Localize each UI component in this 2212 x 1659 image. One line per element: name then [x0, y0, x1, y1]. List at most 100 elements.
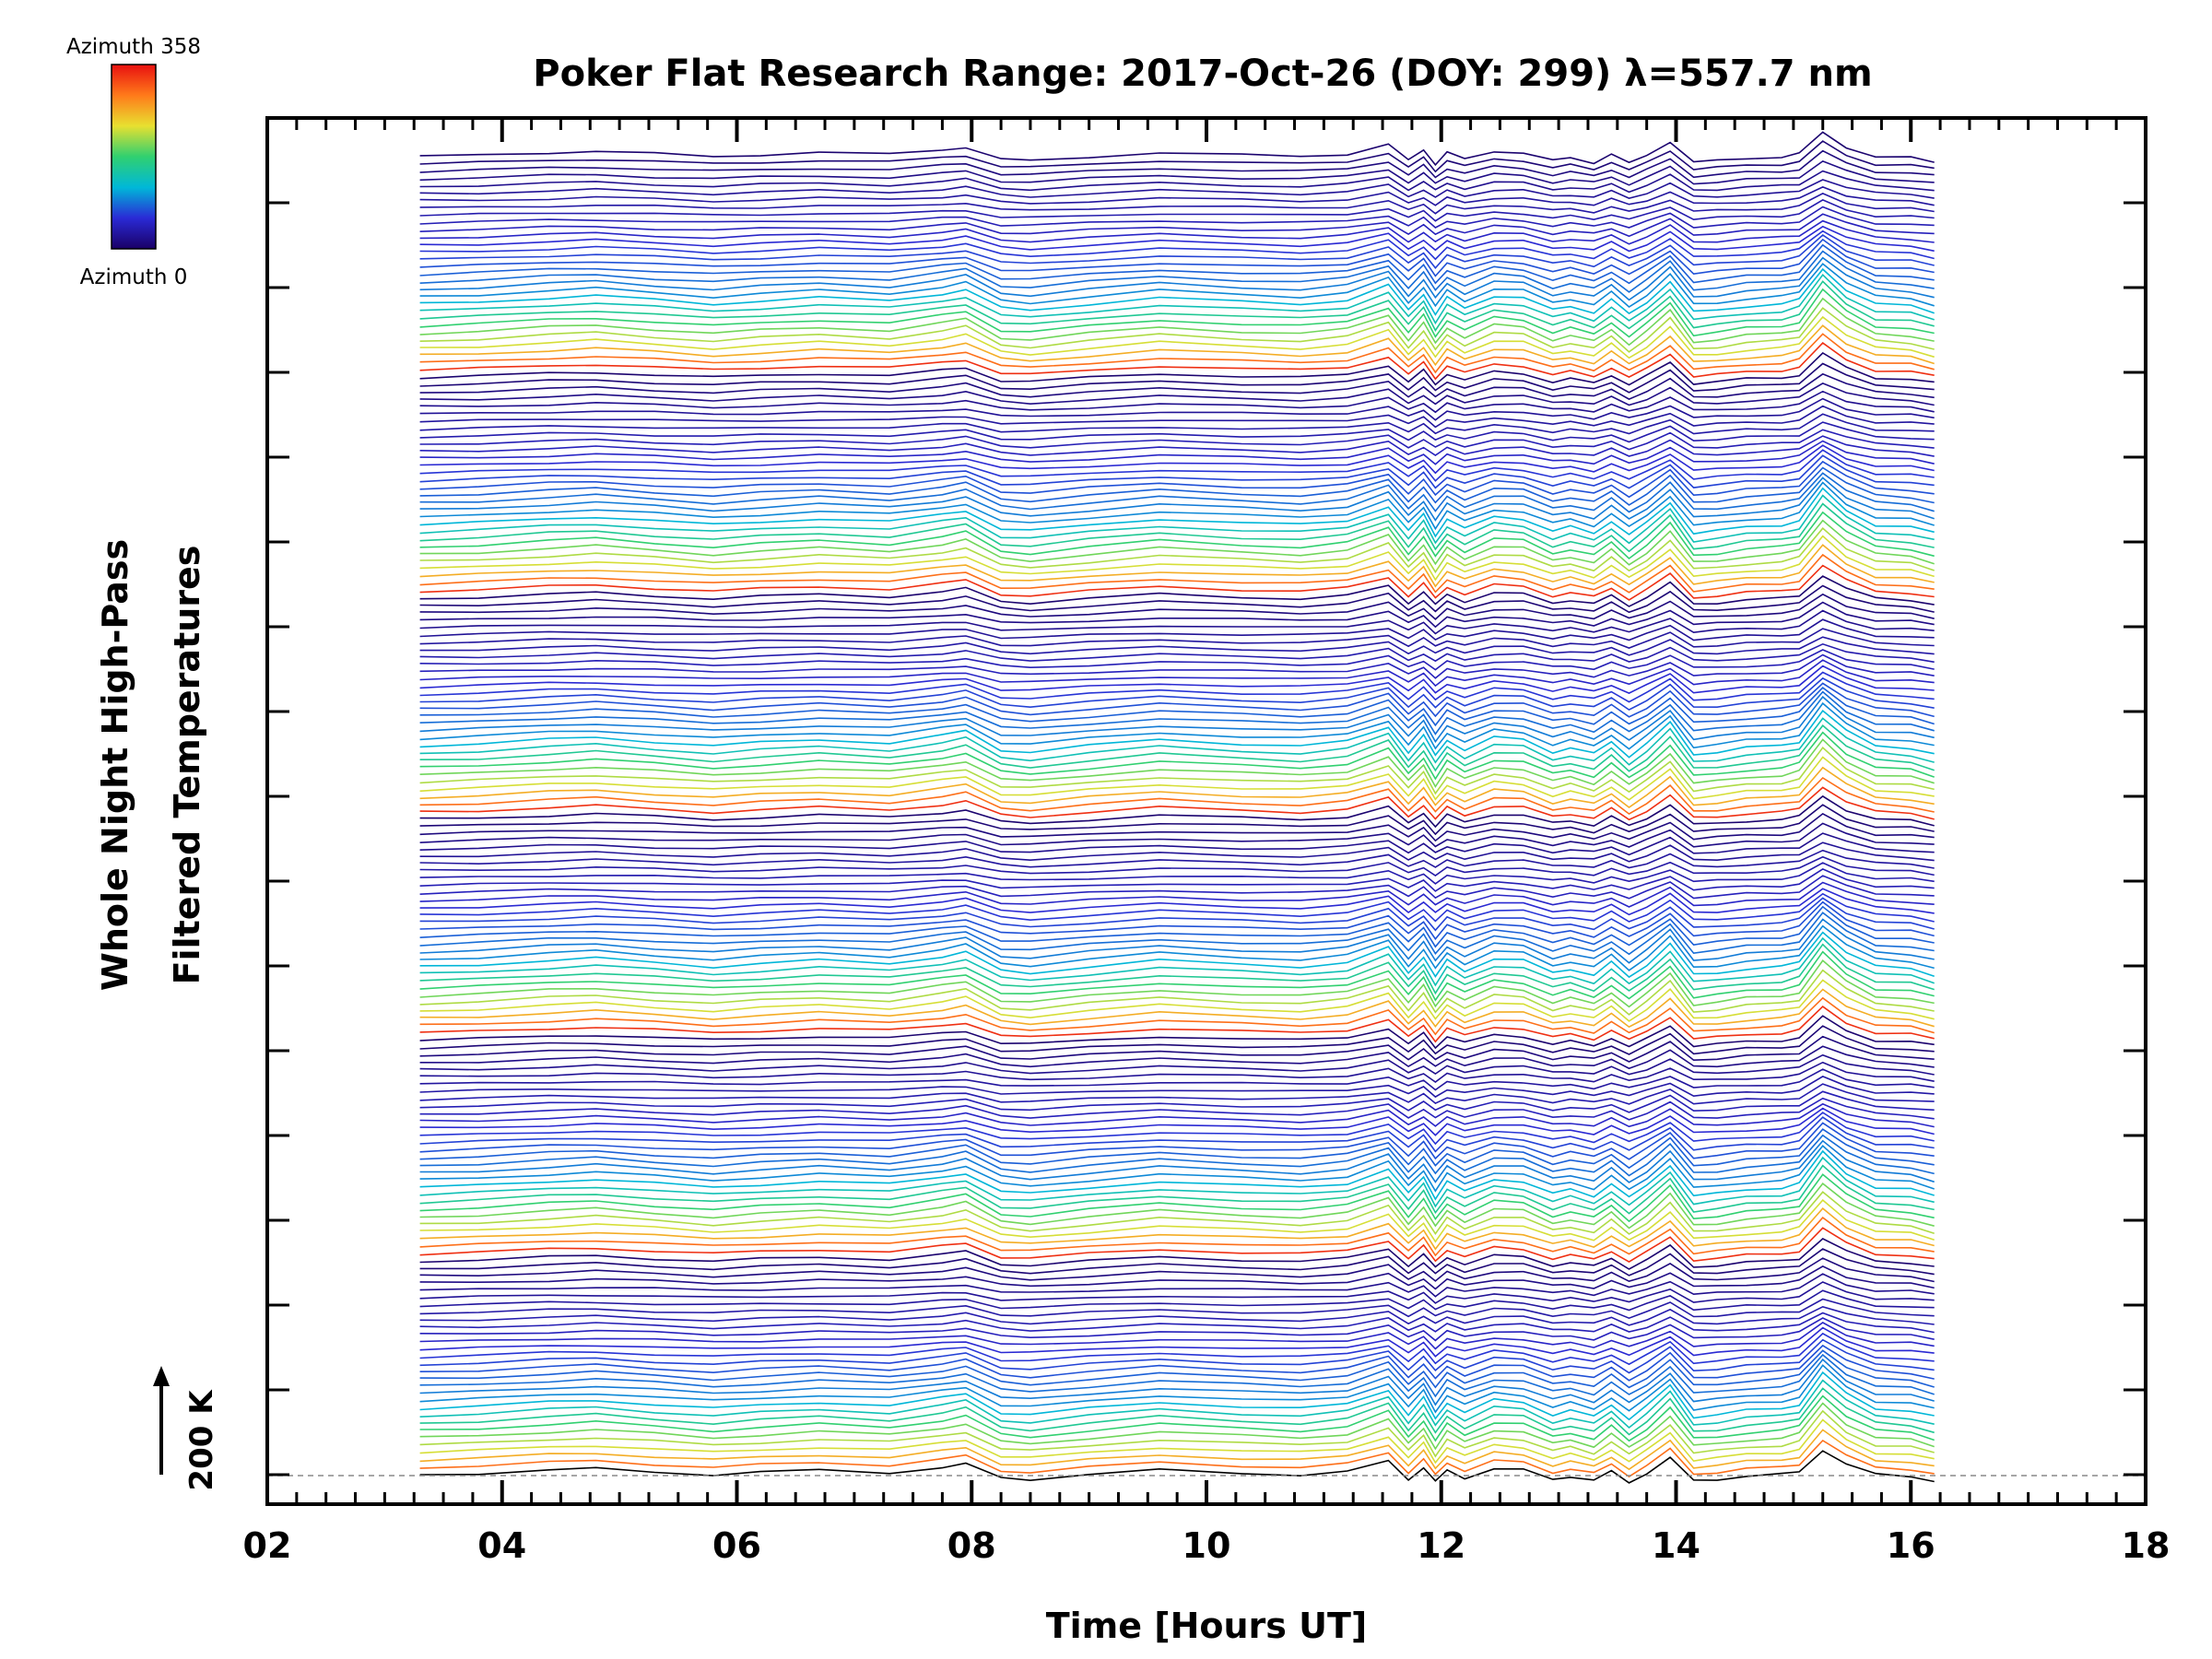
series-line	[419, 905, 1935, 948]
series-line	[419, 1006, 1935, 1043]
series-line	[419, 841, 1935, 863]
series-line	[419, 449, 1935, 482]
colorbar: Azimuth 358 Azimuth 0	[66, 35, 201, 289]
series-line	[419, 943, 1935, 995]
x-tick-label: 02	[243, 1525, 292, 1566]
series-line	[419, 969, 1935, 1016]
series-line	[419, 519, 1935, 566]
scale-bar: 200 K	[153, 1366, 220, 1491]
series-line	[419, 628, 1935, 649]
series-line	[419, 642, 1935, 664]
series-line	[419, 1206, 1935, 1251]
series-line	[419, 243, 1935, 285]
scale-bar-label: 200 K	[183, 1389, 220, 1491]
series-line	[419, 1371, 1935, 1421]
series-line	[419, 288, 1935, 338]
series-line	[419, 1227, 1935, 1264]
series-line	[419, 444, 1935, 475]
series-line	[419, 435, 1935, 457]
x-tick-label: 18	[2122, 1525, 2171, 1566]
series-line	[419, 1265, 1935, 1290]
series-line	[419, 862, 1935, 885]
series-line	[419, 1238, 1935, 1270]
series-line	[419, 280, 1935, 333]
series-line	[419, 931, 1935, 979]
series-line	[419, 924, 1935, 971]
series-line	[419, 1076, 1935, 1099]
series-line	[419, 593, 1935, 620]
series-line	[419, 263, 1935, 308]
series-line	[419, 397, 1935, 421]
series-line	[419, 677, 1935, 712]
series-line	[419, 1149, 1935, 1201]
series-line	[419, 267, 1935, 316]
series-line	[419, 936, 1935, 987]
series-line	[419, 717, 1935, 766]
series-line	[419, 671, 1935, 703]
series-line	[419, 1139, 1935, 1183]
series-line	[419, 912, 1935, 956]
series-line	[419, 1289, 1935, 1312]
chart-title: Poker Flat Research Range: 2017-Oct-26 (…	[533, 53, 1872, 95]
series-line	[419, 1061, 1935, 1083]
series-line	[419, 687, 1935, 727]
series-line	[419, 1429, 1935, 1471]
series-line	[419, 553, 1935, 594]
series-line	[419, 888, 1935, 916]
series-line	[419, 1156, 1935, 1208]
series-line	[419, 1068, 1935, 1091]
series-line	[419, 186, 1935, 206]
series-line	[419, 250, 1935, 293]
series-line	[419, 390, 1935, 414]
series-line	[419, 527, 1935, 574]
series-line	[419, 756, 1935, 801]
series-line	[419, 206, 1935, 229]
series-line	[419, 440, 1935, 465]
series-line	[419, 256, 1935, 301]
series-line	[419, 897, 1935, 932]
series-line	[419, 466, 1935, 506]
series-line	[419, 405, 1935, 429]
series-line	[419, 170, 1935, 194]
series-line	[419, 1344, 1935, 1382]
x-tick-label: 16	[1887, 1525, 1936, 1566]
series-line	[419, 1332, 1935, 1366]
series-line	[419, 511, 1935, 560]
series-line	[419, 213, 1935, 238]
series-line	[419, 351, 1935, 386]
series-line	[419, 1116, 1935, 1153]
scale-bar-arrowhead	[153, 1366, 170, 1386]
series-line	[419, 149, 1935, 179]
series-line	[419, 494, 1935, 545]
series-line	[419, 665, 1935, 694]
series-line	[419, 1317, 1935, 1342]
series-line	[419, 1053, 1935, 1076]
series-line	[419, 477, 1935, 522]
series-line	[419, 382, 1935, 406]
series-line	[419, 472, 1935, 513]
series-line	[419, 1217, 1935, 1257]
series-line	[419, 225, 1935, 253]
series-line	[419, 1338, 1935, 1374]
series-line	[419, 1173, 1935, 1223]
series-line	[419, 1164, 1935, 1215]
series-line	[419, 1191, 1935, 1236]
series-line	[419, 881, 1935, 908]
series-line	[419, 1257, 1935, 1283]
series-line	[419, 1273, 1935, 1298]
series-line	[419, 487, 1935, 538]
series-line	[419, 193, 1935, 215]
series-line	[419, 1097, 1935, 1121]
series-line	[419, 307, 1935, 353]
series-line	[419, 1298, 1935, 1320]
series-line	[419, 333, 1935, 374]
series-line	[419, 372, 1935, 400]
series-line	[419, 1083, 1935, 1105]
series-line	[419, 812, 1935, 842]
series-line	[419, 1418, 1935, 1465]
series-line	[419, 421, 1935, 443]
series-line	[419, 564, 1935, 601]
x-tick-label: 04	[477, 1525, 526, 1566]
series-line	[419, 273, 1935, 325]
series-line	[419, 1112, 1935, 1146]
